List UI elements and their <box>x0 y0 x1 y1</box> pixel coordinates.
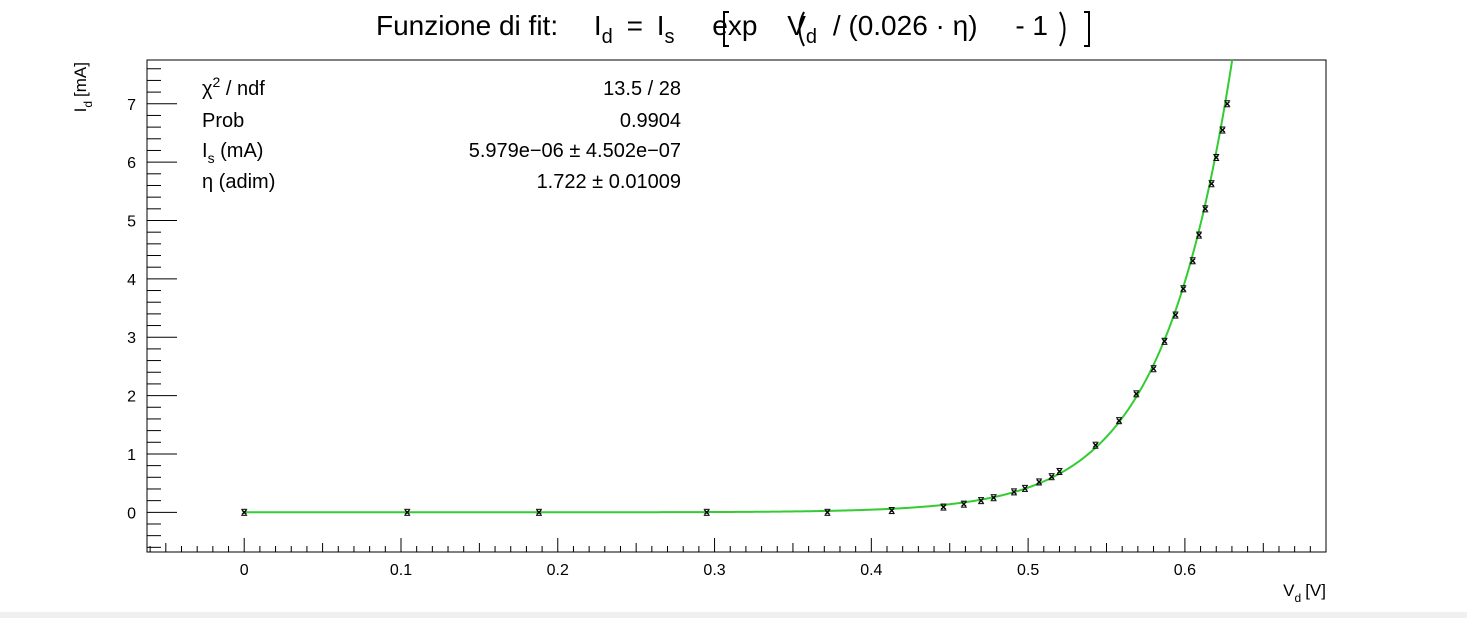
data-point <box>990 494 997 502</box>
data-point <box>1196 231 1203 239</box>
y-label-sub: d <box>81 101 95 108</box>
y-axis-label: Id [mA] <box>71 62 95 112</box>
data-point <box>1036 478 1043 486</box>
data-point <box>404 508 411 516</box>
data-point <box>940 503 947 511</box>
x-tick-label: 0.4 <box>860 562 882 579</box>
y-label-i: I <box>71 108 90 113</box>
x-label-unit: [V] <box>1305 581 1326 600</box>
data-point <box>1161 337 1168 345</box>
data-point <box>1180 285 1187 293</box>
title-is-sub: s <box>665 26 675 48</box>
data-point <box>1224 100 1231 108</box>
data-point <box>1092 441 1099 449</box>
x-label-sub: d <box>1295 591 1302 605</box>
y-tick-label: 1 <box>127 447 136 464</box>
x-tick-label: 0.5 <box>1017 562 1039 579</box>
stats-name-prob: Prob <box>202 110 244 132</box>
x-label-v: V <box>1283 581 1295 600</box>
stats-name-chi2: χ2 / ndf <box>202 74 265 100</box>
data-point <box>1213 153 1220 161</box>
data-point <box>703 508 710 516</box>
title-rest: / (0.026 · η) <box>833 10 978 41</box>
data-point <box>1202 205 1209 213</box>
data-point <box>1056 467 1063 475</box>
y-tick-label: 6 <box>127 155 136 172</box>
data-point <box>1133 390 1140 398</box>
y-tick-label: 5 <box>127 213 136 230</box>
y-tick-label: 0 <box>127 505 136 522</box>
stats-value-prob: 0.9904 <box>620 110 681 132</box>
data-point <box>241 508 248 516</box>
data-point <box>1219 126 1226 134</box>
stats-value-is: 5.979e−06 ± 4.502e−07 <box>469 140 681 162</box>
data-point <box>824 508 831 516</box>
data-point <box>1150 365 1157 373</box>
data-point <box>1011 488 1018 496</box>
plot-frame <box>146 59 1327 553</box>
title-lhs-sub: d <box>602 26 613 48</box>
data-point <box>1116 417 1123 425</box>
title-brackets <box>723 11 1090 47</box>
data-point <box>1048 473 1055 481</box>
data-point <box>978 497 985 505</box>
title-equals: = <box>627 10 643 41</box>
y-label-unit: [mA] <box>71 62 90 97</box>
x-tick-label: 0.1 <box>390 562 412 579</box>
chart-title: Funzione di fit: Id = Is exp Vd / (0.026… <box>376 10 1048 49</box>
x-axis: 0 0.1 0.2 0.3 0.4 0.5 0.6 <box>149 538 1327 579</box>
y-axis: 0 1 2 3 4 5 6 7 <box>127 68 177 548</box>
data-point <box>1208 180 1215 188</box>
title-lhs-i: I <box>594 10 602 41</box>
x-axis-label: Vd [V] <box>1283 581 1326 605</box>
x-tick-label: 0 <box>240 562 249 579</box>
stats-name-is: Is (mA) <box>202 140 263 166</box>
data-point <box>888 507 895 515</box>
stats-value-eta: 1.722 ± 0.01009 <box>537 171 681 193</box>
data-point <box>1189 257 1196 265</box>
title-vd-sub: d <box>806 26 817 48</box>
stats-name-eta: η (adim) <box>202 171 275 193</box>
y-tick-label: 4 <box>127 272 136 289</box>
data-point <box>535 508 542 516</box>
title-exp: exp <box>712 10 757 41</box>
data-point <box>1021 484 1028 492</box>
data-point <box>1172 311 1179 319</box>
y-tick-label: 3 <box>127 330 136 347</box>
y-tick-label: 2 <box>127 389 136 406</box>
title-prefix: Funzione di fit: <box>376 10 558 41</box>
x-tick-label: 0.6 <box>1174 562 1196 579</box>
data-points <box>241 100 1231 516</box>
title-minus-one: - 1 <box>1015 10 1048 41</box>
title-is-i: I <box>657 10 665 41</box>
stats-value-chi2: 13.5 / 28 <box>603 78 681 100</box>
stats-box: χ2 / ndf 13.5 / 28 Prob 0.9904 Is (mA) 5… <box>202 74 681 193</box>
x-tick-label: 0.2 <box>547 562 569 579</box>
data-point <box>960 500 967 508</box>
fit-curve <box>244 59 1234 514</box>
x-tick-label: 0.3 <box>703 562 725 579</box>
window-bottom-strip <box>0 612 1467 618</box>
y-tick-label: 7 <box>127 97 136 114</box>
